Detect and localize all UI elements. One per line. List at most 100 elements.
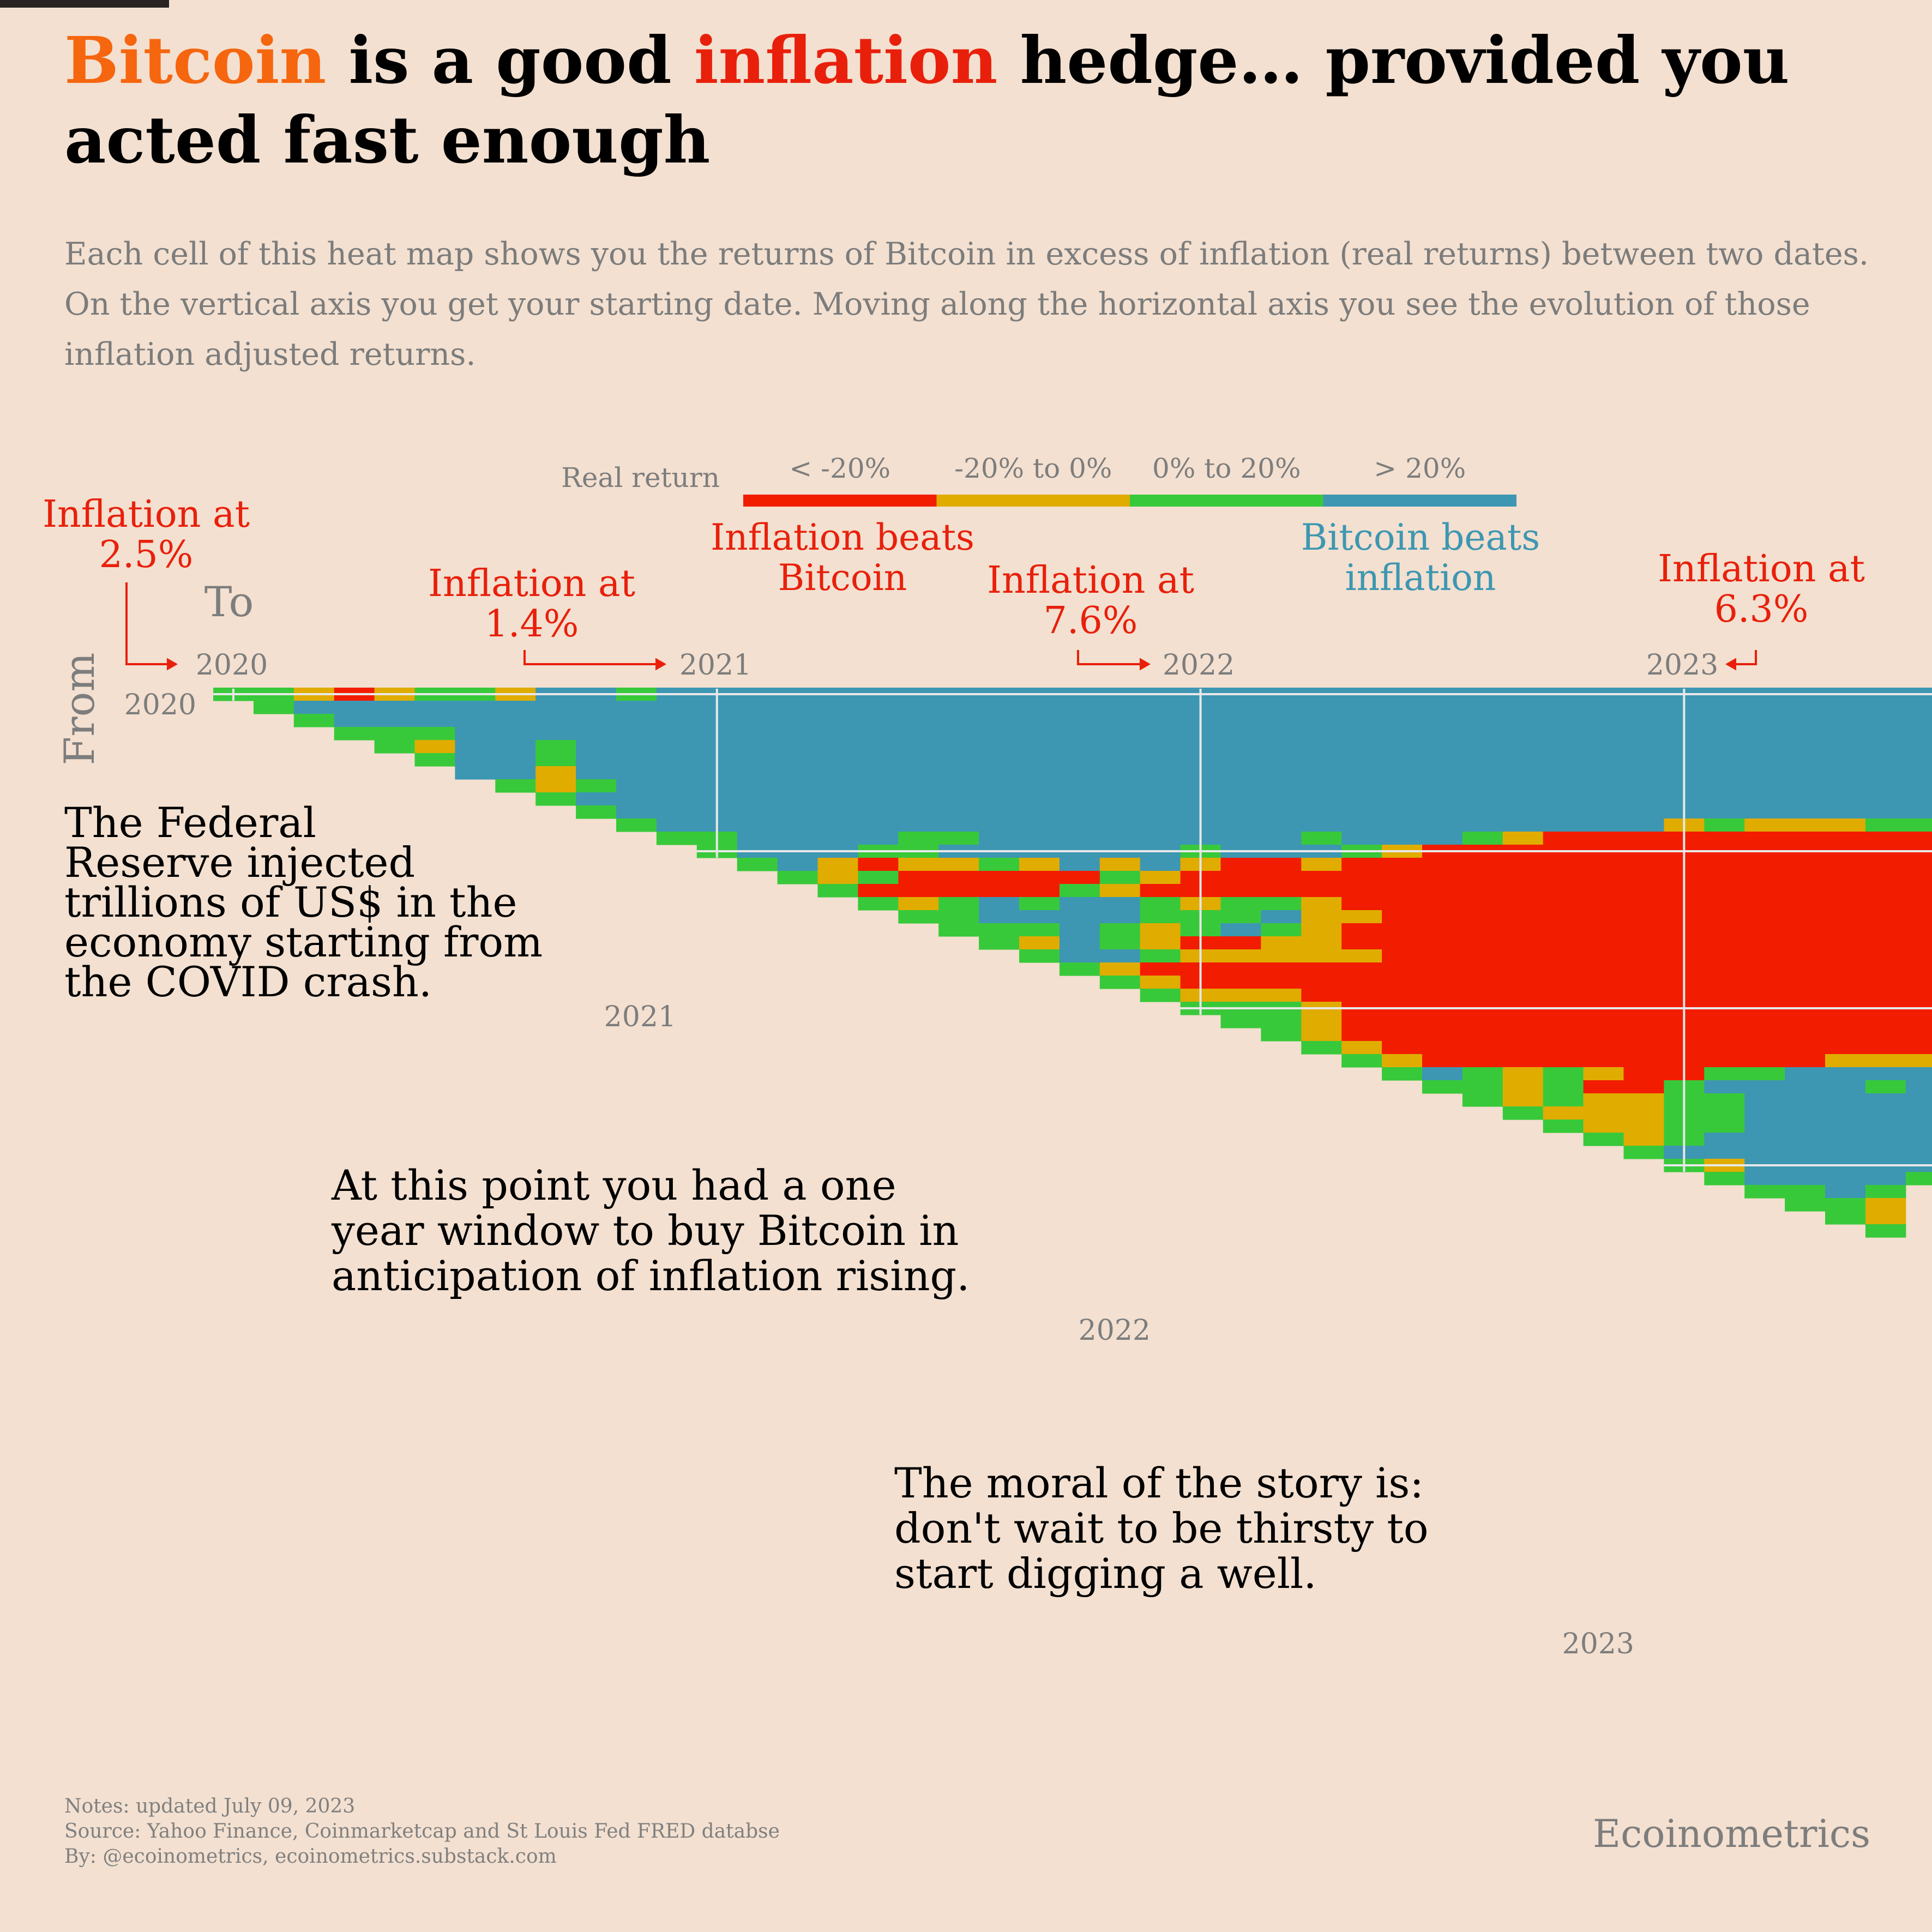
legend-left-caption-line2: Bitcoin (778, 557, 907, 599)
heatmap-cell (495, 740, 536, 754)
heatmap-cell (1462, 1015, 1503, 1028)
heatmap-cell (656, 701, 697, 714)
heatmap-cell (1462, 884, 1503, 898)
heatmap-cell (1099, 910, 1141, 924)
heatmap-cell (1220, 897, 1261, 911)
heatmap-cell (1825, 989, 1866, 1002)
heatmap-cell (777, 727, 818, 741)
heatmap-cell (858, 701, 899, 714)
heatmap-cell (1502, 701, 1544, 714)
heatmap-cell (1261, 897, 1302, 911)
heatmap-cell (1382, 1041, 1423, 1055)
heatmap-cell (1502, 923, 1544, 937)
legend-label: < -20% (789, 453, 890, 484)
heatmap-cell (1059, 740, 1100, 754)
heatmap-cell (1341, 766, 1382, 780)
heatmap-cell (1744, 1106, 1785, 1120)
heatmap-cell (616, 818, 657, 832)
heatmap-cell (1462, 701, 1503, 714)
inflation-2020-line2: 2.5% (99, 533, 194, 576)
heatmap-cell (1019, 949, 1060, 963)
heatmap-cell (1382, 949, 1423, 963)
heatmap-cell (1785, 1185, 1826, 1199)
heatmap-cell (737, 832, 778, 845)
heatmap-cell (737, 701, 778, 714)
heatmap-cell (1019, 766, 1060, 780)
heatmap-cell (1019, 897, 1060, 911)
heatmap-cell (1825, 753, 1866, 767)
heatmap-cell (1382, 989, 1423, 1002)
heatmap-cell (1865, 1080, 1906, 1094)
heatmap-cell (1583, 897, 1624, 911)
heatmap-cell (1744, 1120, 1785, 1133)
heatmap-cell (1019, 818, 1060, 832)
heatmap-cell (1220, 766, 1261, 780)
heatmap-cell (535, 792, 576, 806)
heatmap-cell (1502, 1067, 1544, 1081)
side-tick-2022: 2022 (1079, 1314, 1151, 1347)
heatmap-cell (1744, 962, 1785, 976)
heatmap-cell (737, 779, 778, 793)
heatmap-cell (817, 740, 858, 754)
heatmap-cell (1744, 949, 1785, 963)
heatmap-cell (1382, 1054, 1423, 1068)
heatmap-cell (1422, 871, 1463, 884)
arrow-2022 (1077, 650, 1148, 665)
heatmap-cell (1462, 1041, 1503, 1055)
heatmap-cell (1099, 923, 1141, 937)
heatmap-cell (938, 832, 979, 845)
heatmap-cell (1623, 1080, 1664, 1094)
heatmap-cell (1502, 910, 1544, 924)
heatmap-cell (293, 714, 335, 727)
heatmap-cell (1744, 779, 1785, 793)
heatmap-cell (1301, 1015, 1342, 1028)
heatmap-cell (1220, 871, 1261, 884)
heatmap-cell (1905, 910, 1932, 924)
heatmap-cell (1704, 1041, 1745, 1055)
heatmap-cell (1301, 727, 1342, 741)
heatmap-cell (1099, 858, 1141, 871)
heatmap-cell (979, 727, 1020, 741)
heatmap-cell (777, 818, 818, 832)
heatmap-cell (1905, 1093, 1932, 1107)
heatmap-cell (1261, 989, 1302, 1002)
heatmap-cell (1785, 897, 1826, 911)
heatmap-cell (979, 832, 1020, 845)
heatmap-cell (1785, 1120, 1826, 1133)
heatmap-cell (414, 727, 455, 741)
note-fed-line2: Reserve injected (64, 838, 415, 887)
heatmap-cell (1744, 818, 1785, 832)
heatmap-cell (1825, 1172, 1866, 1185)
heatmap-cell (1744, 701, 1785, 714)
heatmap-cell (656, 714, 697, 727)
heatmap-cell (1785, 949, 1826, 963)
heatmap-cell (1905, 740, 1932, 754)
heatmap-cell (1261, 766, 1302, 780)
heatmap-cell (1220, 779, 1261, 793)
heatmap-cell (858, 832, 899, 845)
heatmap-cell (858, 884, 899, 898)
heatmap-cell (1704, 1146, 1745, 1159)
heatmap-cell (777, 740, 818, 754)
heatmap-cell (1099, 962, 1141, 976)
heatmap-cell (1502, 989, 1544, 1002)
heatmap-cell (455, 766, 496, 780)
heatmap-cell (1422, 766, 1463, 780)
title-bitcoin: Bitcoin (64, 22, 327, 98)
heatmap-cell (576, 766, 617, 780)
heatmap-cell (576, 740, 617, 754)
heatmap-cell (616, 727, 657, 741)
heatmap-cell (576, 753, 617, 767)
heatmap-cell (1583, 779, 1624, 793)
heatmap-cell (1462, 818, 1503, 832)
heatmap-cell (1422, 832, 1463, 845)
heatmap-cell (1140, 897, 1181, 911)
heatmap-cell (1382, 936, 1423, 950)
heatmap-cell (1059, 884, 1100, 898)
heatmap-cell (1341, 962, 1382, 976)
heatmap-cell (777, 779, 818, 793)
heatmap-cell (1099, 701, 1141, 714)
heatmap-cell (1905, 1146, 1932, 1159)
heatmap-cell (1261, 832, 1302, 845)
heatmap-cell (576, 727, 617, 741)
